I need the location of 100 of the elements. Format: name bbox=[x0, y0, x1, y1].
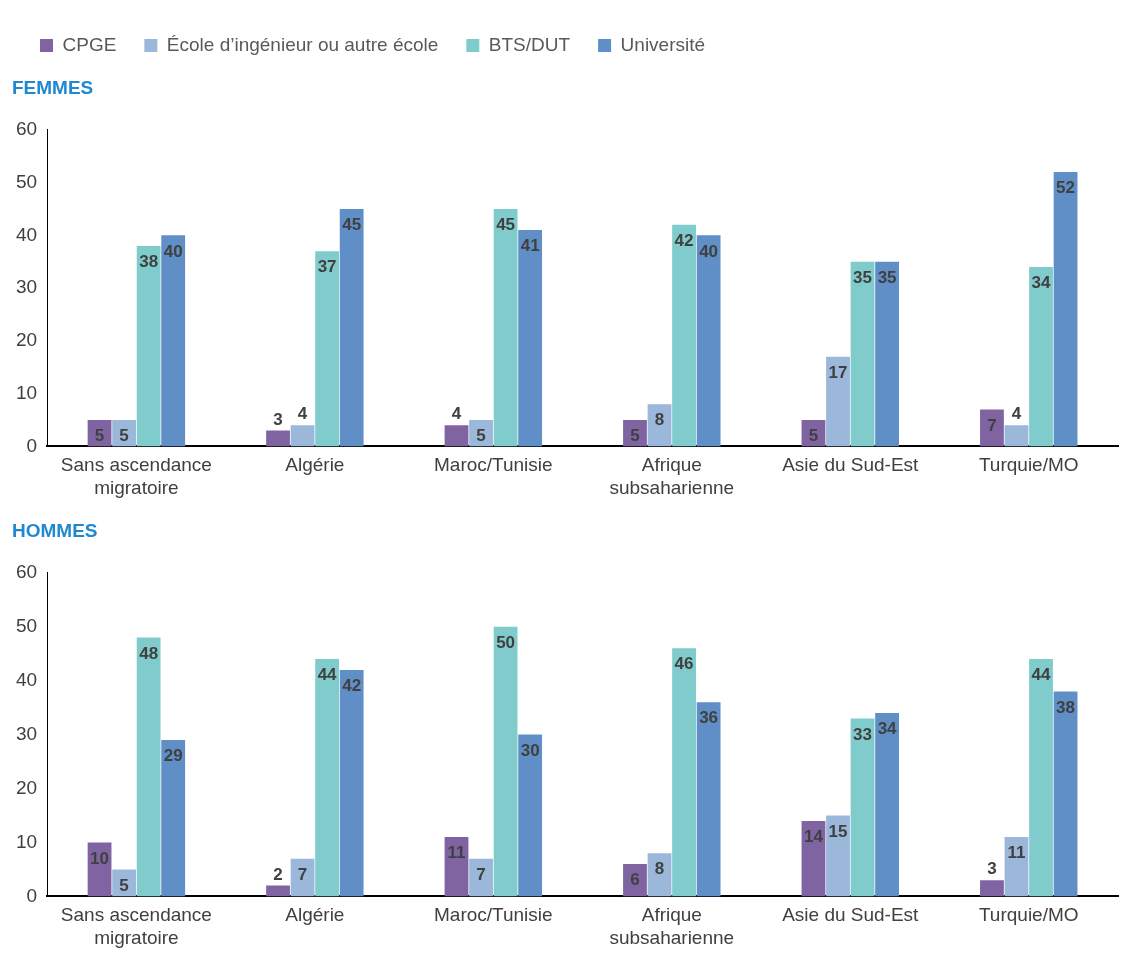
data-label: 4 bbox=[1011, 404, 1022, 424]
bar bbox=[1004, 425, 1029, 447]
data-label: 5 bbox=[119, 875, 129, 895]
data-label: 36 bbox=[699, 708, 719, 728]
bar bbox=[875, 713, 899, 897]
data-label: 45 bbox=[342, 215, 362, 235]
data-label: 30 bbox=[520, 740, 540, 760]
data-label: 38 bbox=[139, 252, 159, 272]
bar bbox=[339, 669, 364, 897]
y-tick-label: 40 bbox=[15, 223, 38, 245]
data-label: 8 bbox=[654, 859, 665, 879]
y-tick-label: 20 bbox=[15, 776, 38, 798]
y-tick-label: 30 bbox=[15, 722, 38, 744]
bar bbox=[850, 261, 875, 447]
x-tick-label: Afrique subsaharienne bbox=[609, 904, 735, 948]
data-label: 42 bbox=[342, 676, 362, 696]
data-label: 33 bbox=[853, 724, 873, 744]
data-label: 4 bbox=[297, 404, 308, 424]
bar bbox=[672, 224, 696, 447]
y-tick-label: 10 bbox=[15, 381, 38, 403]
y-tick-label: 40 bbox=[15, 668, 38, 690]
data-label: 46 bbox=[674, 654, 694, 674]
bar bbox=[444, 425, 469, 447]
bar bbox=[315, 251, 340, 447]
data-label: 48 bbox=[139, 643, 159, 663]
data-label: 11 bbox=[447, 843, 466, 863]
bar bbox=[1053, 172, 1078, 447]
data-label: 40 bbox=[699, 241, 719, 261]
data-label: 38 bbox=[1056, 697, 1076, 717]
bar bbox=[980, 880, 1004, 897]
data-label: 52 bbox=[1056, 178, 1076, 198]
x-tick-label: Afrique subsaharienne bbox=[609, 454, 735, 498]
bar bbox=[518, 734, 543, 897]
bar bbox=[518, 230, 543, 447]
data-label: 37 bbox=[317, 257, 337, 277]
data-label: 40 bbox=[163, 241, 183, 261]
bar bbox=[696, 702, 721, 897]
data-label: 34 bbox=[877, 719, 898, 739]
y-tick-label: 10 bbox=[15, 830, 38, 852]
data-label: 5 bbox=[94, 426, 105, 446]
bar bbox=[980, 409, 1004, 447]
data-label: 34 bbox=[1031, 273, 1052, 293]
x-tick-label: Maroc/Tunisie bbox=[434, 904, 553, 926]
data-label: 3 bbox=[987, 859, 997, 879]
bar bbox=[696, 235, 721, 447]
data-label: 50 bbox=[496, 632, 516, 652]
bar bbox=[826, 356, 850, 447]
bar bbox=[290, 425, 315, 447]
bar bbox=[493, 208, 518, 447]
data-label: 44 bbox=[1031, 665, 1052, 685]
data-label: 6 bbox=[630, 870, 640, 890]
data-label: 7 bbox=[987, 415, 997, 435]
data-label: 10 bbox=[90, 848, 110, 868]
legend-label: Université bbox=[620, 33, 706, 55]
bar bbox=[672, 648, 696, 897]
data-label: 7 bbox=[297, 864, 308, 884]
y-tick-label: 0 bbox=[26, 884, 38, 906]
bar bbox=[493, 626, 518, 897]
x-tick-label: Asie du Sud-Est bbox=[782, 454, 920, 476]
data-label: 5 bbox=[630, 426, 640, 446]
bar bbox=[161, 739, 186, 897]
legend-label: CPGE bbox=[62, 33, 117, 55]
bar bbox=[136, 637, 161, 897]
data-label: 14 bbox=[804, 827, 824, 847]
y-tick-label: 60 bbox=[15, 118, 38, 140]
x-tick-label: Asie du Sud-Est bbox=[782, 904, 920, 926]
x-tick-label: Turquie/MO bbox=[978, 454, 1079, 476]
data-label: 3 bbox=[273, 409, 283, 429]
data-label: 5 bbox=[808, 426, 819, 446]
bar bbox=[1029, 659, 1053, 897]
data-label: 41 bbox=[520, 236, 540, 256]
data-label: 5 bbox=[119, 426, 129, 446]
data-label: 17 bbox=[828, 362, 848, 382]
bar bbox=[339, 208, 364, 447]
data-label: 5 bbox=[476, 426, 486, 446]
bar bbox=[315, 659, 340, 897]
legend-label: École d’ingénieur ou autre école bbox=[166, 33, 439, 55]
data-label: 15 bbox=[828, 821, 848, 841]
bar bbox=[850, 718, 875, 897]
y-tick-label: 50 bbox=[15, 614, 38, 636]
y-tick-label: 0 bbox=[26, 434, 38, 456]
x-tick-label: Turquie/MO bbox=[978, 904, 1079, 926]
data-label: 11 bbox=[1007, 843, 1026, 863]
y-tick-label: 30 bbox=[15, 276, 38, 298]
data-label: 8 bbox=[654, 410, 665, 430]
bar bbox=[136, 245, 161, 447]
data-label: 2 bbox=[273, 864, 283, 884]
data-label: 45 bbox=[496, 215, 516, 235]
y-tick-label: 20 bbox=[15, 329, 38, 351]
x-tick-label: Algérie bbox=[285, 904, 345, 926]
chart-title: HOMMES bbox=[12, 519, 98, 541]
bar bbox=[1053, 691, 1078, 897]
bar bbox=[469, 858, 493, 897]
legend-label: BTS/DUT bbox=[488, 33, 571, 55]
bar bbox=[266, 885, 290, 897]
x-tick-label: Algérie bbox=[285, 454, 345, 476]
y-tick-label: 50 bbox=[15, 170, 38, 192]
bar bbox=[826, 815, 850, 897]
data-label: 7 bbox=[476, 864, 486, 884]
bar bbox=[161, 235, 186, 447]
